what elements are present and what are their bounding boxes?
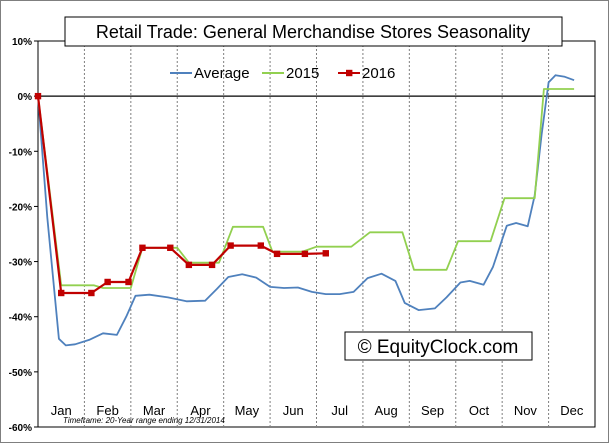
y-tick-label: -40% [9, 313, 32, 324]
footnote: Timeframe: 20-Year range ending 12/31/20… [63, 416, 225, 425]
x-tick-label: Nov [514, 403, 538, 418]
x-tick-label: Oct [469, 403, 490, 418]
x-tick-label: Aug [375, 403, 398, 418]
series-point-2016 [34, 92, 42, 100]
legend-label-average: Average [194, 65, 250, 82]
x-tick-label: Feb [96, 403, 118, 418]
y-tick-label: -30% [9, 258, 32, 269]
y-tick-label: -60% [9, 423, 32, 434]
x-tick-label: Mar [143, 403, 166, 418]
y-tick-label: 10% [12, 37, 32, 48]
y-tick-label: 0% [18, 92, 33, 103]
x-tick-label: May [235, 403, 260, 418]
x-tick-label: Jul [331, 403, 348, 418]
series-point-2016 [322, 250, 329, 257]
series-point-2016 [208, 261, 216, 269]
watermark-box: © EquityClock.com [344, 331, 533, 361]
series-point-2016 [227, 242, 234, 249]
title-box: Retail Trade: General Merchandise Stores… [64, 16, 563, 47]
series-point-2016 [125, 278, 132, 286]
series-point-2016 [167, 244, 174, 251]
watermark-text: © EquityClock.com [358, 337, 519, 358]
x-tick-label: Sep [421, 403, 444, 418]
series-point-2016 [88, 289, 95, 297]
series-point-2016 [58, 289, 65, 297]
series-point-2016 [301, 250, 309, 258]
y-tick-label: -10% [9, 147, 32, 158]
series-line-average [37, 74, 575, 347]
chart-title: Retail Trade: General Merchandise Stores… [96, 22, 530, 42]
x-tick-label: Dec [560, 403, 584, 418]
legend-label-2015: 2015 [286, 65, 319, 82]
legend: Average 2015 2016 [170, 65, 395, 82]
series-point-2016 [104, 278, 111, 286]
y-tick-label: -50% [9, 368, 32, 379]
legend-marker-2016 [346, 69, 353, 77]
series-point-2016 [139, 244, 146, 251]
x-tick-label: Apr [190, 403, 211, 418]
legend-label-2016: 2016 [362, 65, 395, 82]
series-point-2016 [257, 242, 264, 249]
series-point-2016 [185, 261, 193, 269]
x-tick-label: Jan [51, 403, 72, 418]
y-tick-label: -20% [9, 202, 32, 213]
x-tick-label: Jun [283, 403, 304, 418]
series-point-2016 [273, 250, 281, 258]
